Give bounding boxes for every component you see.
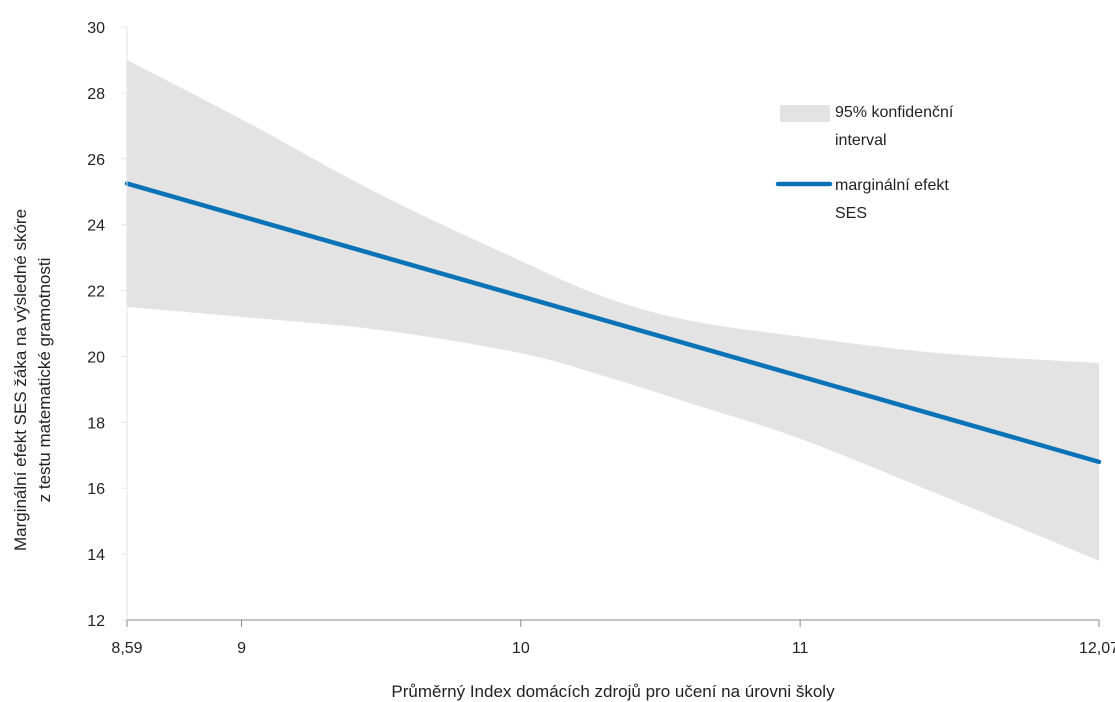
- y-tick-label: 30: [87, 20, 105, 37]
- x-tick-label: 9: [237, 640, 246, 657]
- x-tick-label: 11: [792, 640, 809, 657]
- y-tick-label: 20: [87, 349, 105, 366]
- y-axis-title: Marginální efekt SES žáka na výsledné sk…: [11, 209, 30, 551]
- x-tick-label: 8,59: [111, 640, 142, 657]
- y-tick-label: 24: [87, 218, 105, 235]
- legend-label-line: marginální efekt: [835, 177, 949, 194]
- legend-swatch-band: [780, 105, 830, 122]
- x-tick-label: 10: [512, 640, 530, 657]
- legend-label-band: interval: [835, 132, 887, 149]
- y-tick-label: 14: [87, 547, 105, 564]
- y-tick-label: 16: [87, 481, 105, 498]
- legend-label-band: 95% konfidenční: [835, 104, 954, 121]
- marginal-effect-line: [124, 181, 1102, 465]
- confidence-band: [127, 59, 1099, 561]
- x-tick-label: 12,07: [1079, 640, 1115, 657]
- x-axis-title: Průměrný Index domácích zdrojů pro učení…: [391, 682, 835, 701]
- y-tick-label: 22: [87, 284, 105, 301]
- y-tick-label: 28: [87, 86, 105, 103]
- y-tick-label: 26: [87, 152, 105, 169]
- y-tick-label: 12: [87, 613, 105, 630]
- legend-label-line: SES: [835, 205, 867, 222]
- y-tick-label: 18: [87, 415, 105, 432]
- y-axis-title: z testu matematické gramotnosti: [35, 258, 54, 503]
